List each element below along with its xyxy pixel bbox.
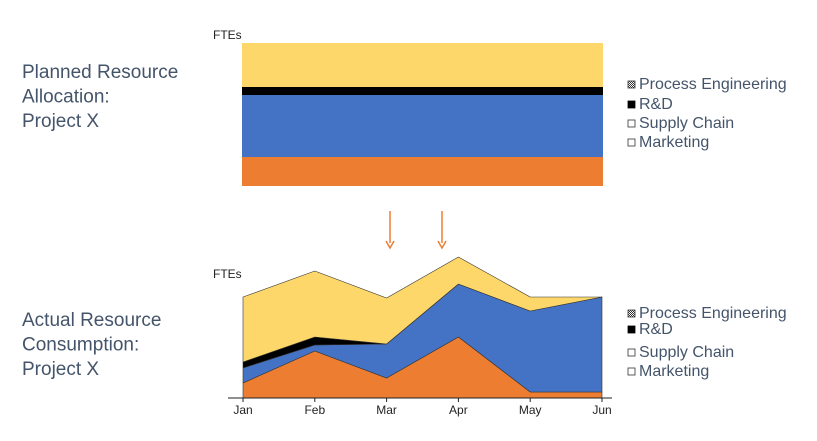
legend-marker — [627, 309, 636, 318]
legend-label: R&D — [639, 321, 673, 338]
legend-marker — [627, 100, 636, 109]
x-tick-label: May — [519, 403, 542, 417]
arrow-head — [385, 240, 395, 250]
legend-label: Supply Chain — [639, 344, 734, 361]
legend-label: Marketing — [639, 134, 709, 151]
chart-title: Project X — [22, 359, 99, 380]
bar-segment — [242, 43, 603, 87]
bar-segment — [242, 87, 603, 95]
legend-marker — [627, 367, 636, 376]
area — [242, 256, 603, 363]
chart-title: Consumption: — [22, 335, 139, 356]
y-axis-label: FTEs — [213, 267, 242, 281]
legend-label: Process Engineering — [639, 76, 787, 93]
x-tick-label: Apr — [449, 403, 468, 417]
bar-segment — [242, 157, 603, 186]
bar-segment — [242, 95, 603, 157]
legend-label: Process Engineering — [639, 305, 787, 322]
x-tick-label: Jun — [592, 403, 611, 417]
chart-title: Allocation: — [22, 87, 110, 108]
y-axis-label: FTEs — [213, 28, 242, 42]
x-tick-label: Feb — [304, 403, 325, 417]
legend-marker — [627, 325, 636, 334]
legend-label: Supply Chain — [639, 115, 734, 132]
legend-label: Marketing — [639, 363, 709, 380]
chart-title: Planned Resource — [22, 62, 178, 83]
legend-marker — [627, 348, 636, 357]
x-tick-label: Jan — [233, 403, 252, 417]
arrow-head — [437, 240, 447, 250]
legend-marker — [627, 138, 636, 147]
chart-title: Project X — [22, 111, 99, 132]
legend-marker — [627, 119, 636, 128]
arrows — [385, 211, 447, 250]
legend-marker — [627, 80, 636, 89]
chart-title: Actual Resource — [22, 310, 161, 331]
x-tick-label: Mar — [376, 403, 397, 417]
legend-label: R&D — [639, 96, 673, 113]
